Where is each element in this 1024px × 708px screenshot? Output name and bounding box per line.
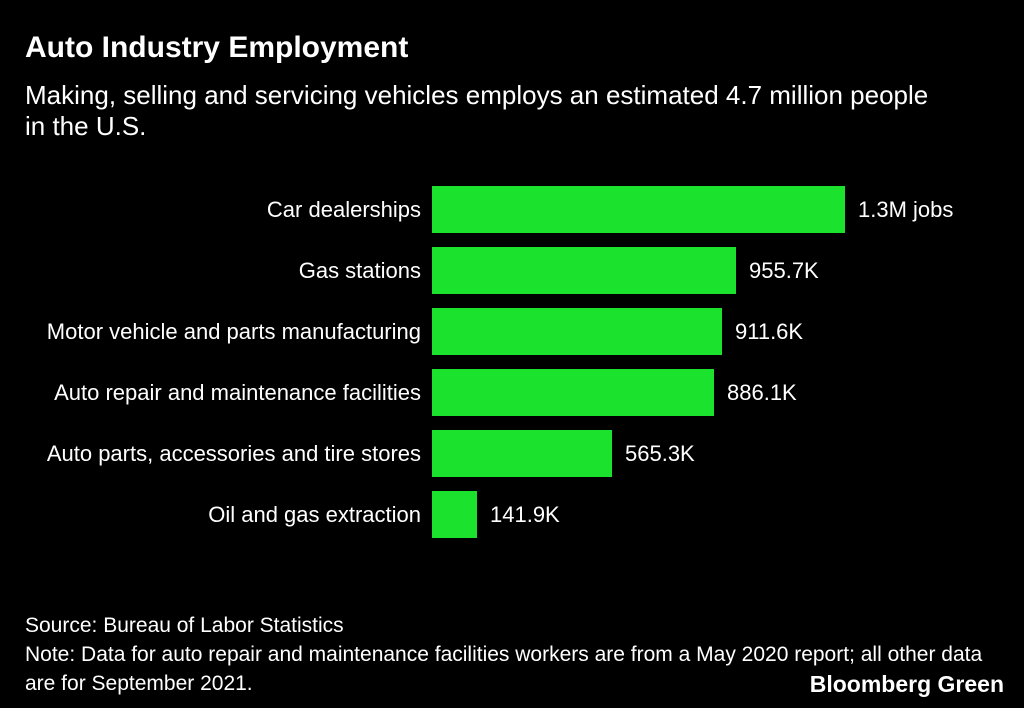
bar-value-label: 1.3M jobs (858, 196, 954, 222)
bar-category-label: Oil and gas extraction (208, 501, 421, 527)
note-text: Note: Data for auto repair and maintenan… (25, 643, 983, 695)
bar-category-label: Motor vehicle and parts manufacturing (46, 318, 421, 344)
bar-row: Auto parts, accessories and tire stores 5… (25, 430, 1004, 477)
bar-category-label: Car dealerships (266, 196, 421, 222)
bar-row: Motor vehicle and parts manufacturing 911… (25, 308, 1004, 355)
bar-value-label: 141.9K (490, 501, 560, 527)
bar-rect (432, 247, 736, 294)
bar-rect (432, 308, 722, 355)
bar-rect (432, 369, 714, 416)
bar-chart: Car dealerships 1.3M jobs Gas stations 955.… (25, 186, 1004, 538)
bar-value-label: 565.3K (625, 440, 695, 466)
bar-value-label: 886.1K (727, 379, 797, 405)
chart-title: Auto Industry Employment (25, 31, 409, 64)
chart-subtitle: Making, selling and servicing vehicles e… (25, 80, 929, 141)
bar-rect (432, 430, 612, 477)
bar-rect (432, 186, 845, 233)
bar-row: Oil and gas extraction 141.9K (25, 491, 1004, 538)
bar-category-label: Gas stations (298, 257, 421, 283)
bar-category-label: Auto parts, accessories and tire stores (46, 440, 421, 466)
bar-rect (432, 491, 477, 538)
bloomberg-green-logo: Bloomberg Green (809, 671, 1004, 697)
bar-row: Gas stations 955.7K (25, 247, 1004, 294)
source-text: Source: Bureau of Labor Statistics (25, 614, 344, 637)
bar-row: Car dealerships 1.3M jobs (25, 186, 1004, 233)
bar-category-label: Auto repair and maintenance facilities (54, 379, 421, 405)
bar-value-label: 955.7K (749, 257, 819, 283)
bar-value-label: 911.6K (735, 318, 804, 344)
bar-row: Auto repair and maintenance facilities 88… (25, 369, 1004, 416)
chart-footer: Source: Bureau of Labor Statistics Note:… (25, 612, 1004, 698)
